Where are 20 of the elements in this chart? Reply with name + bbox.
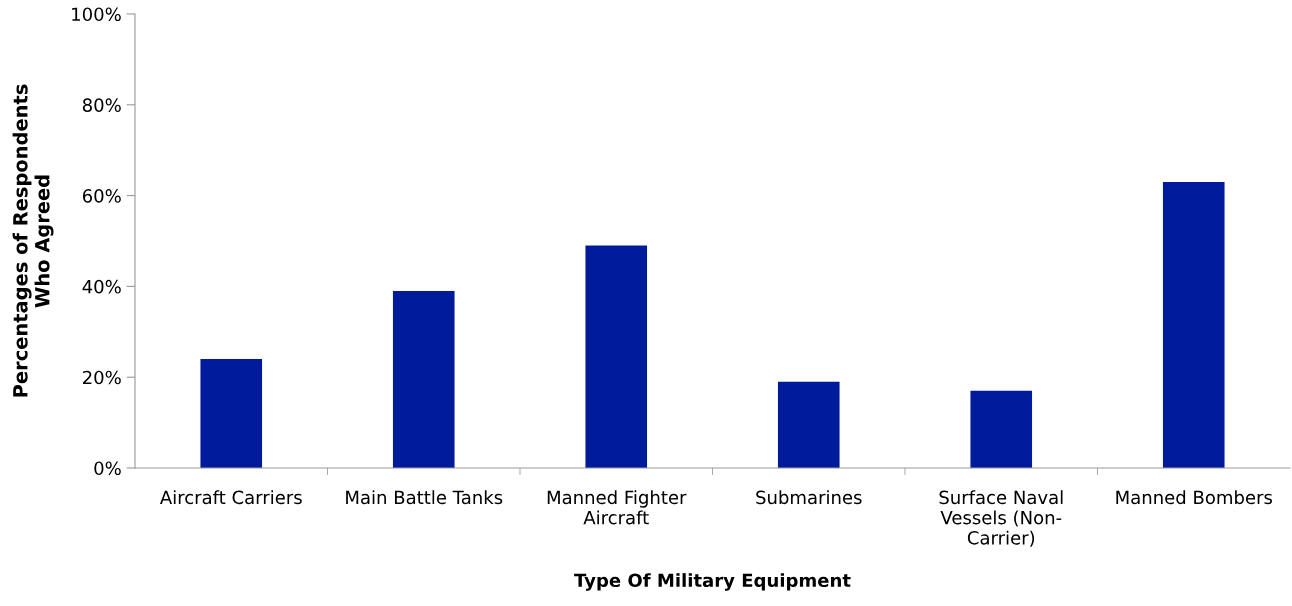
y-axis-title: Percentages of Respondents Who Agreed: [12, 84, 54, 397]
bar: [585, 245, 648, 468]
x-tick-label: Surface Naval Vessels (Non-Carrier): [939, 490, 1063, 547]
y-tick-label: 0%: [94, 461, 121, 476]
x-axis-title: Type Of Military Equipment: [574, 573, 851, 591]
y-tick-label: 60%: [82, 189, 121, 203]
bar: [200, 359, 263, 468]
x-tick-label: Main Battle Tanks: [346, 490, 503, 505]
bar: [1162, 181, 1225, 468]
y-tick-label: 80%: [82, 98, 121, 112]
bar: [777, 381, 840, 468]
y-tick-label: 100%: [72, 7, 121, 22]
y-tick-label: 40%: [82, 279, 121, 294]
x-tick-label: Manned Fighter Aircraft: [547, 490, 687, 525]
bar: [392, 290, 455, 468]
y-tick-label: 20%: [83, 370, 121, 385]
x-tick-label: Manned Bombers: [1116, 490, 1272, 505]
x-tick-label: Aircraft Carriers: [159, 490, 302, 505]
x-tick-label: Submarines: [756, 490, 862, 505]
bar: [970, 390, 1033, 468]
